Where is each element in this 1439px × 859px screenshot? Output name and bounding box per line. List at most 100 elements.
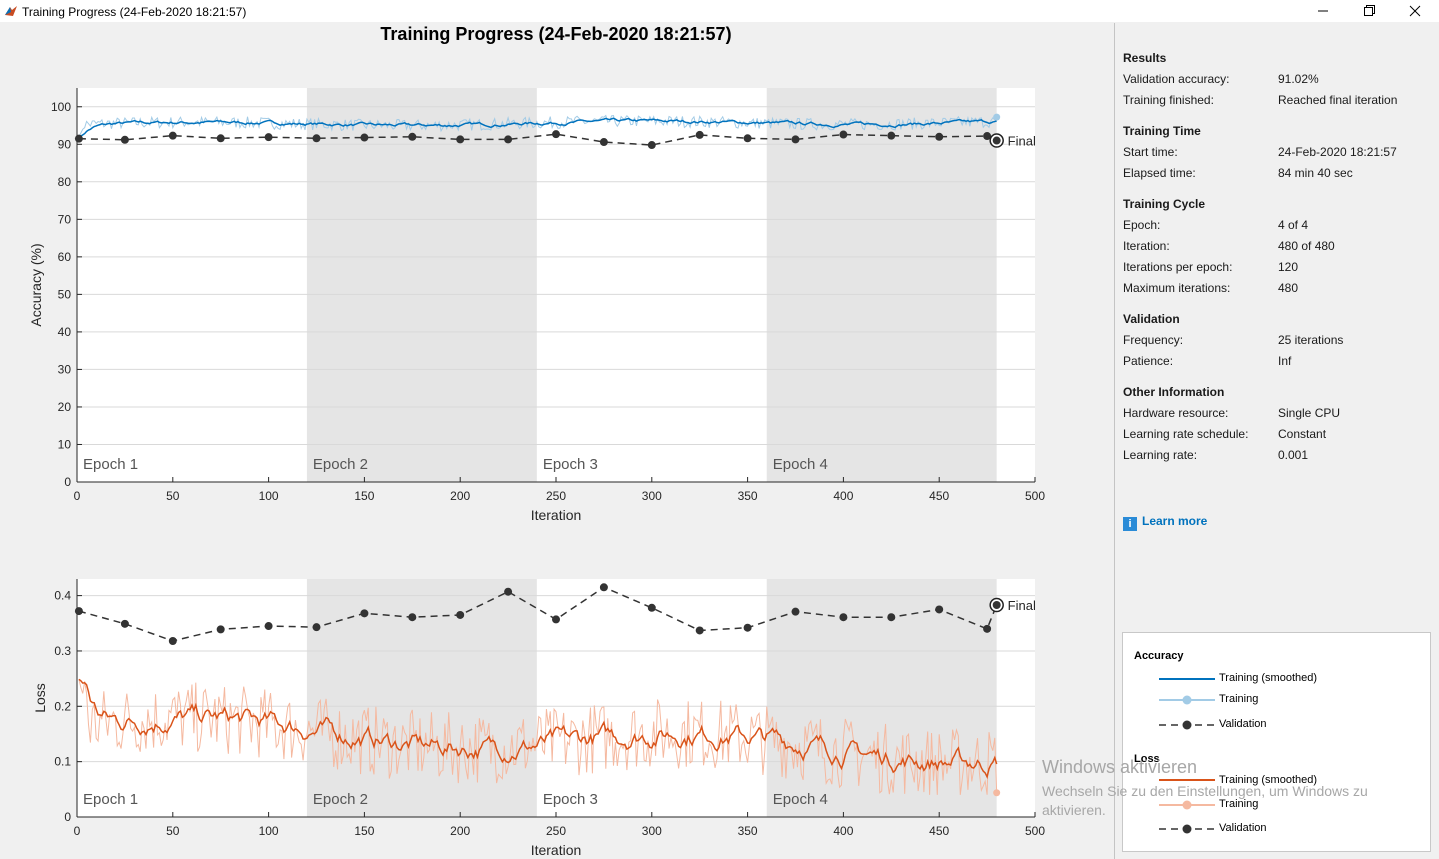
- frequency-value: 25 iterations: [1278, 333, 1344, 347]
- loss-validation-point: [216, 625, 225, 634]
- legend-loss-training-label: Training: [1219, 798, 1259, 810]
- legend-loss-smoothed-swatch: [1159, 779, 1215, 781]
- loss-x-tick-label: 50: [166, 824, 180, 838]
- info-panel: Results Validation accuracy: 91.02% Trai…: [1114, 23, 1439, 859]
- iterations-per-epoch-value: 120: [1278, 260, 1299, 274]
- accuracy-validation-point: [983, 132, 992, 141]
- learning-rate-label: Learning rate:: [1123, 448, 1198, 462]
- loss-validation-point: [552, 615, 560, 624]
- legend-loss-validation-label: Validation: [1219, 822, 1267, 834]
- legend-loss-validation-swatch: [1159, 824, 1215, 834]
- accuracy-validation-point: [168, 131, 177, 140]
- training-finished-value: Reached final iteration: [1278, 93, 1398, 107]
- accuracy-epoch-shade: [306, 88, 537, 482]
- accuracy-epoch-label: Epoch 2: [313, 456, 368, 473]
- main-title: Training Progress (24-Feb-2020 18:21:57): [380, 24, 732, 44]
- learning-rate-schedule-value: Constant: [1278, 427, 1327, 441]
- accuracy-epoch-shade: [766, 88, 997, 482]
- loss-x-tick-label: 300: [642, 824, 662, 838]
- restore-icon[interactable]: [1346, 0, 1392, 22]
- accuracy-validation-point: [312, 134, 321, 143]
- loss-validation-point: [887, 613, 896, 622]
- start-time-value: 24-Feb-2020 18:21:57: [1278, 145, 1397, 159]
- accuracy-x-axis-label: Iteration: [531, 507, 582, 523]
- loss-epoch-shade: [306, 579, 537, 817]
- patience-label: Patience:: [1123, 354, 1174, 368]
- loss-training-smoothed-line: [78, 678, 998, 780]
- training-plots: 0 50 100 150 200 250 300 350 400 450 5000102030405…: [28, 88, 1045, 858]
- training-time-title: Training Time: [1123, 124, 1201, 138]
- loss-y-axis-label: Loss: [32, 683, 48, 713]
- loss-validation-point: [120, 619, 129, 628]
- accuracy-validation-line: [78, 133, 997, 146]
- maximum-iterations-value: 480: [1278, 281, 1299, 295]
- loss-validation-point: [74, 607, 83, 616]
- accuracy-epoch-label: Epoch 3: [543, 456, 598, 473]
- loss-validation-point: [408, 613, 417, 622]
- loss-y-tick-label: 0.1: [54, 755, 71, 769]
- legend-loss-title: Loss: [1134, 753, 1160, 765]
- accuracy-x-tick-label: 450: [929, 489, 949, 503]
- iteration-value: 480 of 480: [1278, 239, 1335, 253]
- info-icon: i: [1123, 517, 1137, 531]
- frequency-label: Frequency:: [1123, 333, 1184, 347]
- close-icon[interactable]: [1392, 0, 1438, 22]
- accuracy-y-tick-label: 20: [58, 400, 72, 414]
- loss-validation-point: [983, 624, 992, 633]
- accuracy-x-tick-label: 100: [259, 489, 279, 503]
- loss-x-tick-label: 500: [1025, 824, 1045, 838]
- accuracy-x-tick-label: 500: [1025, 489, 1045, 503]
- accuracy-validation-point: [504, 135, 513, 144]
- loss-x-tick-label: 150: [354, 824, 374, 838]
- accuracy-validation-point: [456, 135, 465, 144]
- loss-epoch-shade: [766, 579, 997, 817]
- accuracy-validation-point: [216, 134, 225, 143]
- watermark-subtitle: Wechseln Sie zu den Einstellungen, um Wi…: [1042, 783, 1368, 818]
- epoch-label: Epoch:: [1123, 218, 1161, 232]
- legend-accuracy-smoothed-label: Training (smoothed): [1219, 672, 1318, 684]
- window-titlebar: Training Progress (24-Feb-2020 18:21:57): [0, 0, 1439, 22]
- accuracy-x-tick-label: 50: [166, 489, 180, 503]
- maximum-iterations-label: Maximum iterations:: [1123, 281, 1231, 295]
- loss-validation-point: [360, 609, 369, 618]
- loss-epoch-label: Epoch 3: [543, 791, 598, 808]
- accuracy-y-tick-label: 100: [51, 100, 71, 114]
- loss-y-tick-label: 0.3: [54, 644, 71, 658]
- validation-accuracy-label: Validation accuracy:: [1123, 72, 1230, 86]
- loss-x-tick-label: 0: [74, 824, 81, 838]
- loss-validation-point: [743, 623, 752, 632]
- accuracy-training-smoothed-line: [78, 117, 997, 138]
- loss-validation-final-point: [992, 601, 1001, 610]
- loss-validation-point: [312, 623, 321, 632]
- loss-final-label: Final: [1008, 598, 1036, 613]
- accuracy-validation-point: [935, 132, 944, 141]
- accuracy-y-tick-label: 50: [58, 287, 72, 301]
- accuracy-x-tick-label: 350: [738, 489, 758, 503]
- accuracy-x-tick-label: 200: [450, 489, 470, 503]
- loss-x-tick-label: 100: [259, 824, 279, 838]
- loss-validation-point: [647, 603, 656, 612]
- legend-accuracy-training-swatch: [1159, 695, 1215, 705]
- loss-validation-point: [264, 622, 273, 631]
- accuracy-y-tick-label: 30: [58, 362, 72, 376]
- learning-rate-schedule-label: Learning rate schedule:: [1123, 427, 1249, 441]
- accuracy-y-tick-label: 60: [58, 250, 72, 264]
- hardware-resource-value: Single CPU: [1278, 406, 1341, 420]
- accuracy-x-tick-label: 0: [74, 489, 81, 503]
- accuracy-x-tick-label: 250: [546, 489, 566, 503]
- learn-more-link[interactable]: i Learn more: [1123, 514, 1207, 531]
- iterations-per-epoch-label: Iterations per epoch:: [1123, 260, 1233, 274]
- accuracy-y-axis-label: Accuracy (%): [28, 243, 44, 326]
- iteration-label: Iteration:: [1123, 239, 1170, 253]
- accuracy-y-tick-label: 40: [58, 325, 72, 339]
- loss-validation-point: [168, 636, 177, 645]
- accuracy-validation-point: [120, 135, 129, 144]
- accuracy-y-tick-label: 90: [58, 137, 72, 151]
- loss-validation-point: [599, 583, 608, 592]
- loss-y-tick-label: 0.2: [54, 699, 71, 713]
- minimize-icon[interactable]: [1300, 0, 1346, 22]
- loss-epoch-label: Epoch 2: [313, 791, 368, 808]
- loss-chart: [74, 579, 1036, 818]
- accuracy-validation-final-point: [992, 136, 1001, 145]
- epoch-value: 4 of 4: [1278, 218, 1309, 232]
